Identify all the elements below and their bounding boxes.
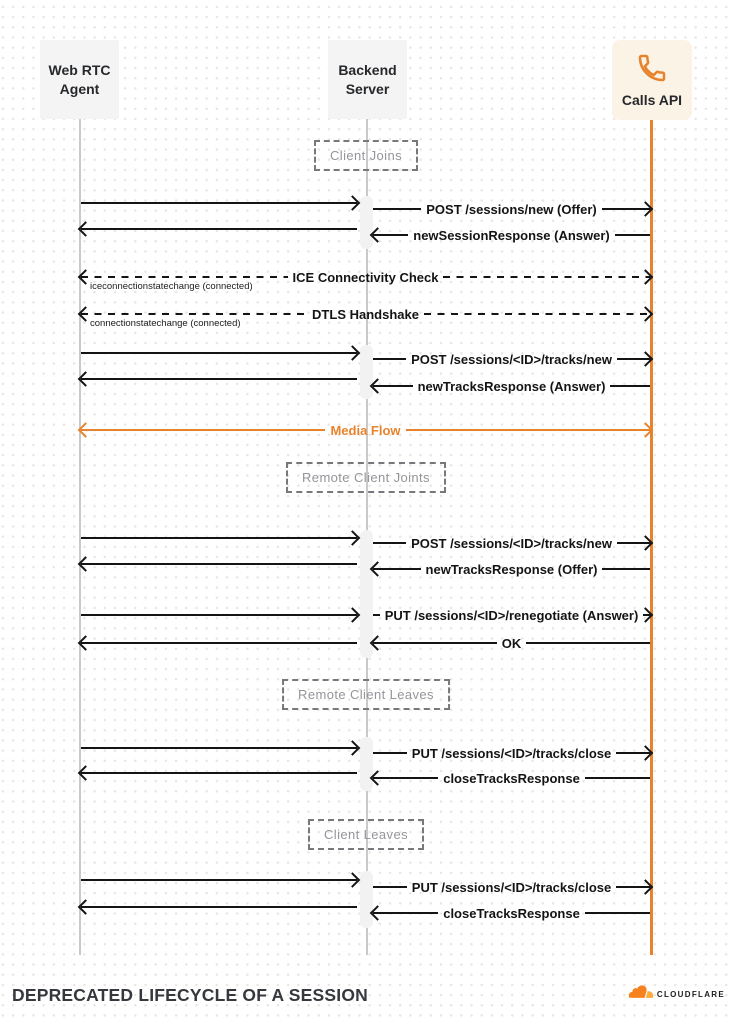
actor-label: Backend: [338, 61, 397, 78]
actor-label: Web RTC: [48, 61, 111, 78]
message-new-tracks-response-offer: newTracksResponse (Offer): [369, 561, 651, 577]
arrowhead-left-icon: [77, 556, 94, 572]
message-label: newSessionResponse (Answer): [413, 227, 610, 243]
arrowhead-left-icon: [369, 561, 386, 577]
message-new-tracks-response-answer: newTracksResponse (Answer): [369, 378, 651, 394]
message-line: [81, 607, 361, 623]
message-ice-connectivity-check: ICE Connectivity Check: [77, 269, 654, 285]
message-post-tracks-new: POST /sessions/<ID>/tracks/new: [373, 535, 654, 551]
message-put-tracks-close: PUT /sessions/<ID>/tracks/close: [373, 879, 654, 895]
arrowhead-left-icon: [77, 221, 94, 237]
message-label: POST /sessions/new (Offer): [426, 201, 597, 217]
arrowhead-left-icon: [77, 422, 94, 438]
arrowhead-left-icon: [77, 635, 94, 651]
arrowhead-left-icon: [369, 770, 386, 786]
activation-bar: [360, 871, 373, 928]
message-label: ICE Connectivity Check: [292, 269, 439, 285]
cloudflare-logo: CLOUDFLARE: [622, 983, 725, 1005]
message-put-renegotiate: PUT /sessions/<ID>/renegotiate (Answer): [373, 607, 654, 623]
message-close-tracks-response: closeTracksResponse: [369, 905, 651, 921]
arrowhead-left-icon: [369, 378, 386, 394]
arrowhead-left-icon: [77, 371, 94, 387]
phone-icon: [636, 52, 668, 89]
message-label: closeTracksResponse: [443, 905, 580, 921]
message-line: [81, 345, 361, 361]
actor-webrtc-agent: Web RTC Agent: [40, 40, 119, 119]
lifeline-webrtc-agent: [79, 119, 81, 955]
message-label: closeTracksResponse: [443, 770, 580, 786]
message-line: [77, 556, 357, 572]
message-label: POST /sessions/<ID>/tracks/new: [411, 535, 612, 551]
message-ok: OK: [369, 635, 650, 651]
cloudflare-wordmark: CLOUDFLARE: [656, 989, 725, 999]
message-label: newTracksResponse (Offer): [425, 561, 598, 577]
cloudflare-cloud-icon: [622, 983, 654, 1005]
message-post-tracks-new: POST /sessions/<ID>/tracks/new: [373, 351, 654, 367]
phase-remote-client-joints: Remote Client Joints: [286, 462, 446, 493]
message-post-sessions-new: POST /sessions/new (Offer): [373, 201, 654, 217]
message-label: POST /sessions/<ID>/tracks/new: [411, 351, 612, 367]
arrowhead-left-icon: [77, 899, 94, 915]
diagram-title: DEPRECATED LIFECYCLE OF A SESSION: [12, 985, 368, 1005]
arrowhead-right-icon: [344, 195, 361, 211]
message-line: [77, 371, 357, 387]
arrowhead-right-icon: [344, 607, 361, 623]
event-note: iceconnectionstatechange (connected): [90, 281, 253, 292]
message-line: [81, 195, 361, 211]
message-line: [81, 530, 361, 546]
activation-bar: [360, 196, 373, 249]
activation-bar: [360, 345, 373, 399]
message-new-session-response: newSessionResponse (Answer): [369, 227, 650, 243]
message-label: PUT /sessions/<ID>/tracks/close: [411, 745, 612, 761]
arrowhead-left-icon: [77, 765, 94, 781]
phase-client-joins: Client Joins: [314, 140, 418, 171]
phase-remote-client-leaves: Remote Client Leaves: [282, 679, 450, 710]
message-label: DTLS Handshake: [312, 306, 419, 322]
message-line: [81, 872, 361, 888]
actor-label: Calls API: [621, 92, 683, 108]
arrowhead-right-icon: [344, 530, 361, 546]
arrowhead-left-icon: [369, 905, 386, 921]
message-line: [77, 899, 357, 915]
arrowhead-right-icon: [344, 740, 361, 756]
message-label: Media Flow: [330, 422, 401, 438]
message-line: [77, 221, 357, 237]
message-line: [77, 635, 357, 651]
message-media-flow: Media Flow: [77, 422, 654, 438]
arrowhead-right-icon: [344, 872, 361, 888]
message-line: [77, 765, 357, 781]
message-label: PUT /sessions/<ID>/renegotiate (Answer): [384, 607, 639, 623]
message-label: OK: [501, 635, 522, 651]
message-label: PUT /sessions/<ID>/tracks/close: [411, 879, 612, 895]
phase-client-leaves: Client Leaves: [308, 819, 424, 850]
message-label: newTracksResponse (Answer): [417, 378, 606, 394]
arrowhead-left-icon: [369, 227, 386, 243]
lifeline-calls-api: [650, 119, 653, 955]
arrowhead-right-icon: [344, 345, 361, 361]
message-close-tracks-response: closeTracksResponse: [369, 770, 651, 786]
message-put-tracks-close: PUT /sessions/<ID>/tracks/close: [373, 745, 654, 761]
message-line: [81, 740, 361, 756]
event-note: connectionstatechange (connected): [90, 318, 241, 329]
actor-calls-api: Calls API: [612, 40, 692, 120]
actor-backend-server: Backend Server: [328, 40, 407, 119]
actor-label: Server: [345, 80, 390, 97]
message-dtls-handshake: DTLS Handshake: [77, 306, 654, 322]
activation-bar: [360, 737, 373, 791]
arrowhead-left-icon: [369, 635, 386, 651]
activation-bar: [360, 530, 373, 658]
actor-label: Agent: [59, 80, 100, 97]
